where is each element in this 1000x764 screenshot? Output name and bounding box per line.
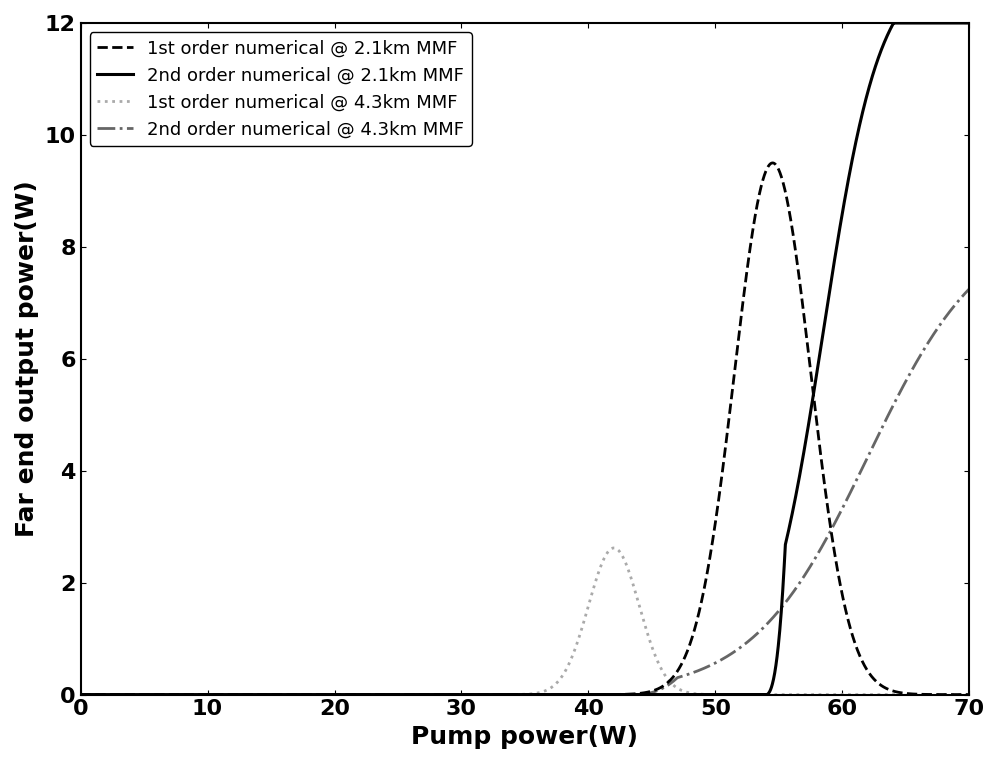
X-axis label: Pump power(W): Pump power(W) — [411, 725, 638, 749]
Legend: 1st order numerical @ 2.1km MMF, 2nd order numerical @ 2.1km MMF, 1st order nume: 1st order numerical @ 2.1km MMF, 2nd ord… — [90, 32, 472, 146]
Y-axis label: Far end output power(W): Far end output power(W) — [15, 180, 39, 537]
